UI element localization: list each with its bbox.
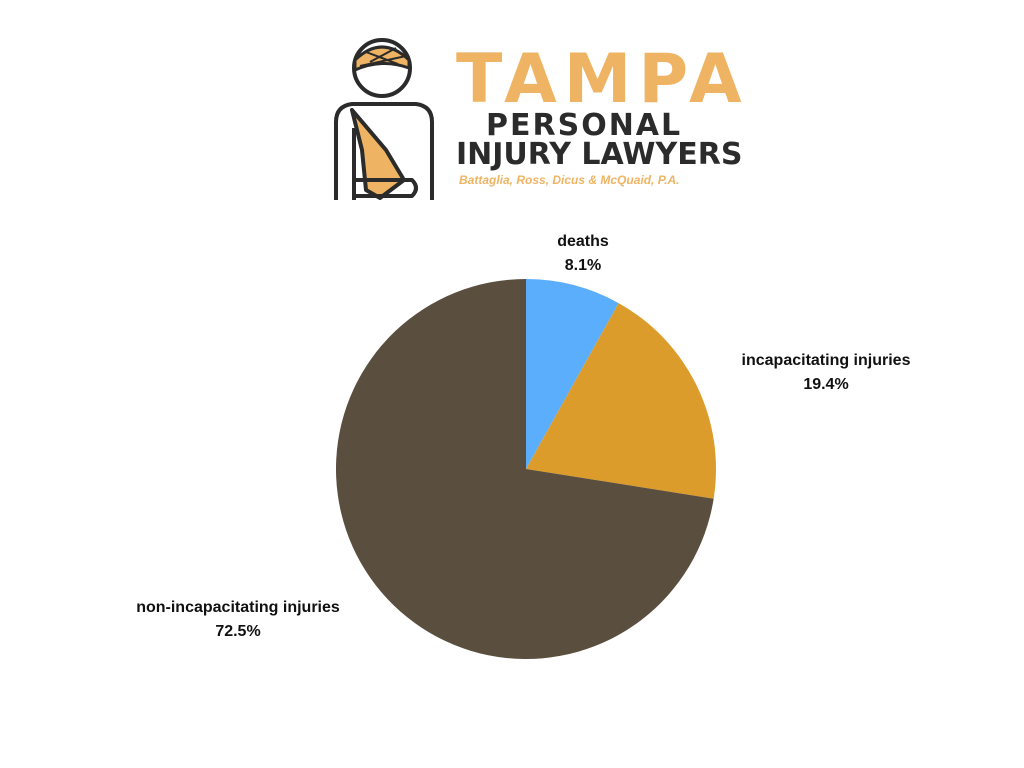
firm-logo: TAMPA PERSONAL INJURY LAWYERS Battaglia,… [326,30,742,205]
logo-subtitle-line2: INJURY LAWYERS [456,137,743,172]
logo-subtitle-line1: PERSONAL [486,108,683,143]
logo-title: TAMPA [456,40,749,119]
slice-label: deaths [557,233,609,250]
slice-value-label: 19.4% [803,376,848,393]
injured-person-with-sling-icon [334,38,434,200]
slice-label: non-incapacitating injuries [136,599,340,616]
slice-value-label: 8.1% [565,257,601,274]
pie-slices [335,279,716,659]
pie-labels: deaths 8.1% incapacitating injuries 19.4% no… [136,233,910,640]
pie-slice-non-incapacitating-injuries [335,279,714,659]
pie-slice-deaths [526,279,619,469]
slice-value-label: 72.5% [215,623,260,640]
pie-slice-incapacitating-injuries [526,303,716,499]
slice-label: incapacitating injuries [742,352,911,369]
logo-tagline: Battaglia, Ross, Dicus & McQuaid, P.A. [459,173,680,187]
